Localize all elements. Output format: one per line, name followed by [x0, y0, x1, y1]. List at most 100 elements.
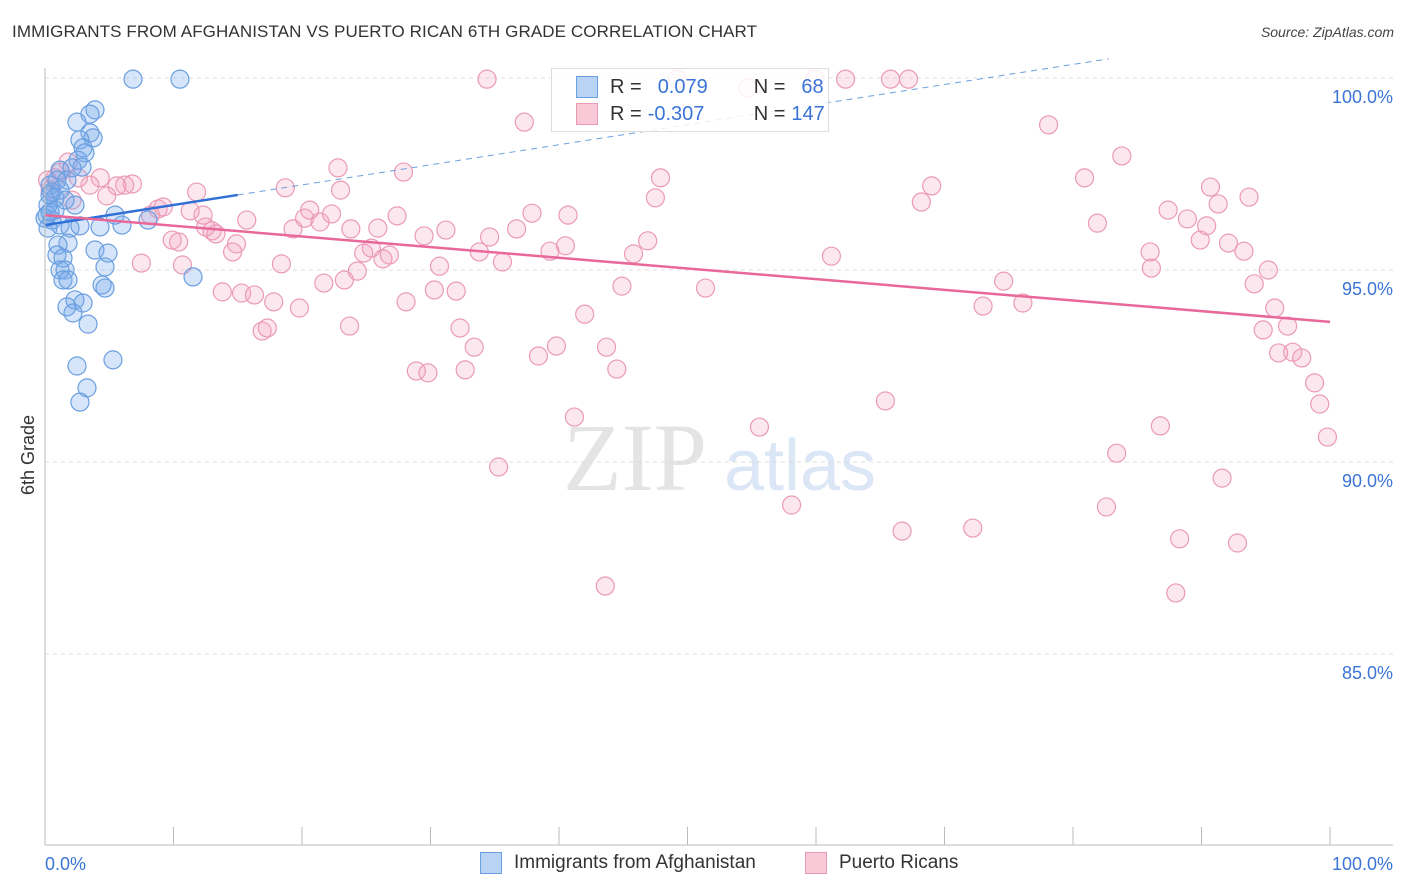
afghanistan-point [103, 350, 123, 370]
puerto-rican-point [244, 285, 265, 305]
chart-title: IMMIGRANTS FROM AFGHANISTAN VS PUERTO RI… [12, 22, 758, 41]
puerto-rican-point [875, 391, 895, 411]
afghanistan-point [183, 267, 203, 287]
puerto-rican-point [1190, 230, 1210, 250]
afghanistan-point [78, 314, 98, 334]
puerto-rican-point [781, 495, 802, 515]
puerto-rican-point [695, 278, 716, 298]
puerto-rican-point [880, 69, 901, 89]
afghanistan-point [95, 278, 115, 298]
puerto-rican-trend-line [44, 213, 1331, 324]
puerto-rican-point [1096, 497, 1117, 517]
y-tick-label: 85.0% [1342, 663, 1393, 683]
y-tick-label: 90.0% [1342, 471, 1393, 491]
puerto-rican-point [1265, 298, 1285, 318]
puerto-rican-point [387, 206, 407, 226]
watermark-atlas: atlas [724, 426, 876, 506]
puerto-rican-point [212, 282, 232, 302]
puerto-rican-point [436, 220, 456, 240]
afghanistan-point [67, 356, 87, 376]
n-label: N = [753, 102, 786, 125]
puerto-rican-point [1170, 529, 1190, 549]
puerto-rican-point [522, 203, 542, 223]
puerto-rican-point [321, 204, 342, 224]
puerto-rican-point [555, 236, 576, 256]
puerto-rican-point [252, 321, 272, 341]
x-tick-label: 0.0% [45, 854, 86, 874]
puerto-rican-point [1258, 260, 1278, 280]
x-tick-label: 100.0% [1332, 854, 1393, 874]
puerto-rican-point [1317, 427, 1338, 447]
puerto-rican-point [80, 175, 100, 195]
puerto-rican-point [1107, 443, 1127, 463]
puerto-rican-point [898, 69, 919, 89]
puerto-rican-point [187, 182, 207, 202]
puerto-rican-point [1227, 533, 1248, 553]
puerto-rican-point [821, 246, 842, 266]
puerto-rican-point [506, 219, 527, 239]
legend-item-afghanistan: Immigrants from Afghanistan [480, 852, 756, 874]
puerto-rican-point [546, 336, 567, 356]
afghanistan-point [58, 270, 78, 290]
puerto-rican-point [1268, 343, 1289, 363]
stats-legend: R = 0.079 N = 68 R = -0.307 N = 147 [551, 68, 829, 132]
puerto-rican-point [1310, 394, 1330, 414]
puerto-rican-point [115, 175, 135, 195]
puerto-rican-point [341, 219, 361, 239]
afghanistan-point [138, 210, 158, 230]
legend-label: Puerto Ricans [839, 852, 959, 873]
puerto-rican-point [429, 256, 450, 276]
r-label: R = [610, 102, 642, 125]
puerto-rican-point [1244, 274, 1264, 294]
puerto-rican-point [283, 219, 303, 239]
n-value: 68 [801, 75, 824, 98]
puerto-rican-point [122, 174, 142, 194]
puerto-rican-point [446, 281, 466, 301]
puerto-rican-point [396, 292, 416, 312]
puerto-rican-point [558, 205, 578, 225]
puerto-rican-point [1292, 348, 1312, 368]
y-tick-label: 95.0% [1342, 279, 1393, 299]
puerto-rican-point [107, 176, 127, 196]
puerto-rican-point [97, 186, 117, 206]
puerto-rican-point [564, 407, 585, 427]
y-axis-label: 6th Grade [18, 415, 38, 495]
puerto-rican-point [612, 276, 632, 296]
source-label: Source: ZipAtlas.com [1260, 24, 1394, 40]
afghanistan-point [63, 303, 83, 323]
afghanistan-point [75, 143, 95, 163]
puerto-rican-point [90, 168, 110, 188]
puerto-rican-point [963, 518, 983, 538]
puerto-rican-point [464, 337, 484, 357]
puerto-rican-point [424, 280, 444, 300]
r-value: -0.307 [647, 102, 705, 125]
puerto-rican-point [1112, 146, 1132, 166]
puerto-rican-point [1218, 233, 1239, 253]
afghanistan-point [170, 69, 190, 89]
puerto-rican-point [911, 192, 931, 212]
puerto-rican-point [489, 457, 509, 477]
legend-row-afghanistan: R = 0.079 N = 68 [576, 74, 824, 100]
puerto-rican-point [595, 576, 615, 596]
puerto-rican-point [1074, 168, 1095, 188]
puerto-rican-point [379, 245, 399, 265]
afghanistan-point [95, 257, 115, 277]
puerto-rican-point [1253, 320, 1273, 340]
puerto-rican-point [1150, 416, 1170, 436]
puerto-rican-point [623, 244, 644, 264]
puerto-rican-point [1141, 258, 1161, 278]
puerto-rican-point [1038, 115, 1059, 135]
puerto-rican-point [1200, 177, 1221, 197]
r-label: R = [610, 75, 642, 98]
puerto-rican-point [749, 417, 770, 437]
puerto-rican-point [347, 261, 367, 281]
puerto-rican-point [835, 69, 856, 89]
puerto-rican-point [455, 360, 475, 380]
puerto-rican-point [596, 337, 617, 357]
puerto-rican-point [1234, 241, 1254, 261]
puerto-rican-point [264, 292, 284, 312]
puerto-rican-point [638, 231, 658, 251]
puerto-rican-point [1166, 583, 1186, 603]
puerto-rican-point [575, 304, 595, 324]
